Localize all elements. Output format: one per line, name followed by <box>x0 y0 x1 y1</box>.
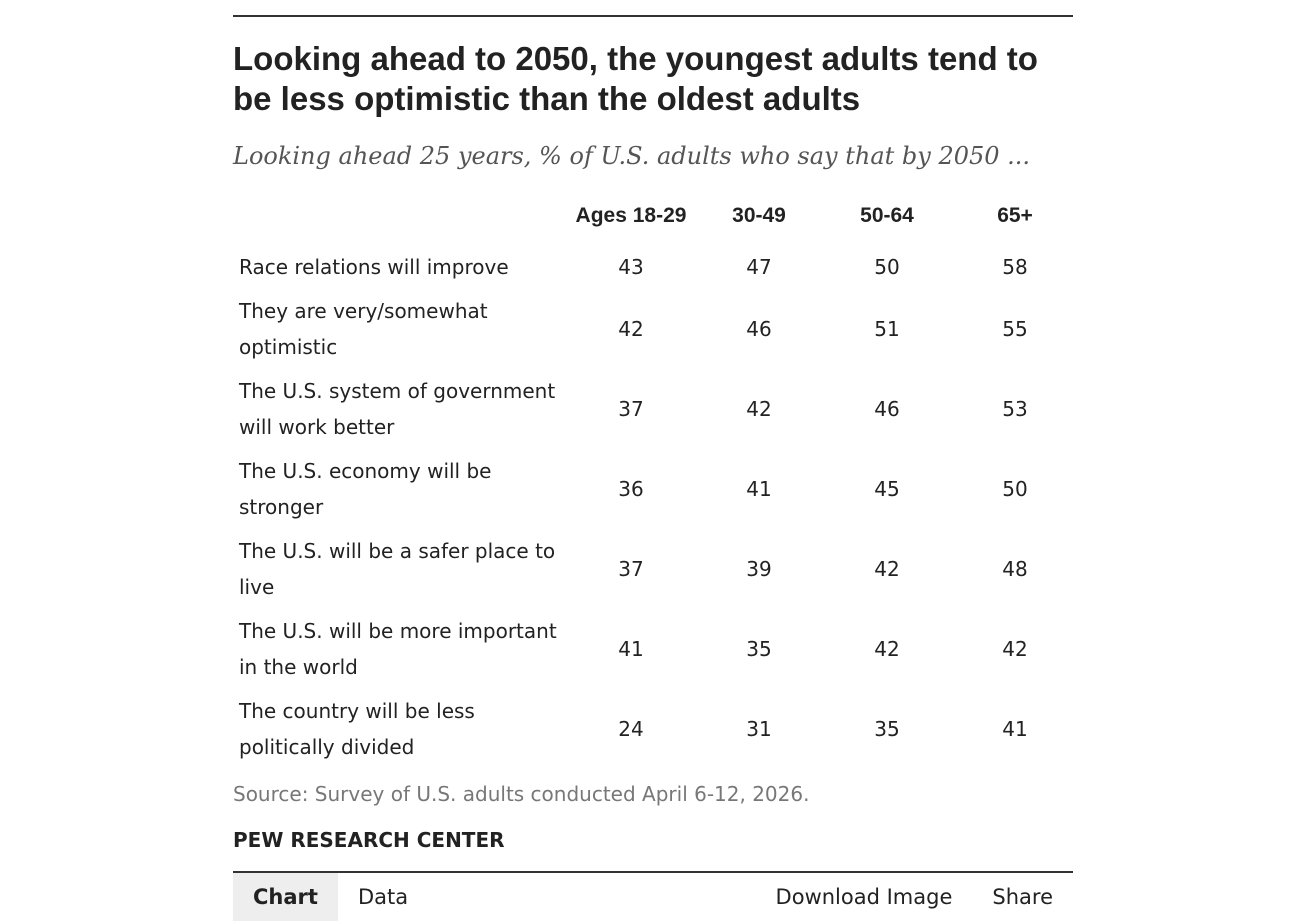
table-row: The U.S. will be a safer place to live 37… <box>233 529 1079 609</box>
cell-value: 48 <box>1002 557 1028 581</box>
tab-bar: Chart Data Download Image Share <box>233 871 1073 921</box>
cell-value: 42 <box>874 637 900 661</box>
action-button[interactable]: Share <box>992 885 1053 909</box>
column-header: 65+ <box>997 204 1033 227</box>
row-label: The U.S. will be a safer place to live <box>239 539 556 599</box>
cell-value: 39 <box>746 557 772 581</box>
corner <box>233 187 567 245</box>
table-row: They are very/somewhat optimistic 42 46 51 5… <box>233 289 1079 369</box>
source: Source: Survey of U.S. adults conducted … <box>233 782 810 806</box>
row-label: Race relations will improve <box>239 255 509 279</box>
cell-value: 45 <box>874 477 900 501</box>
row-label: They are very/somewhat optimistic <box>239 299 488 359</box>
table-row: The U.S. system of government will work … <box>233 369 1079 449</box>
header-row: Ages 18-29 30-49 50-64 65+ <box>233 187 1079 245</box>
title: Looking ahead to 2050, the youngest adul… <box>233 40 1038 117</box>
cell-value: 41 <box>618 637 644 661</box>
cell-value: 24 <box>618 717 644 741</box>
cell-value: 42 <box>746 397 772 421</box>
cell-value: 50 <box>874 255 900 279</box>
table-row: The U.S. economy will be stronger 36 41 45 5… <box>233 449 1079 529</box>
column-header: Ages 18-29 <box>575 204 687 227</box>
cell-value: 46 <box>874 397 900 421</box>
cell-value: 35 <box>874 717 900 741</box>
cell-value: 42 <box>618 317 644 341</box>
cell-value: 58 <box>1002 255 1028 279</box>
table-row: The U.S. will be more important in the w… <box>233 609 1079 689</box>
cell-value: 47 <box>746 255 772 279</box>
cell-value: 37 <box>618 397 644 421</box>
tab[interactable]: Data <box>357 885 409 909</box>
row-label: The country will be less politically div… <box>239 699 475 759</box>
top-rule <box>233 15 1073 17</box>
row-label: The U.S. economy will be stronger <box>239 459 492 519</box>
row-label: The U.S. will be more important in the w… <box>239 619 557 679</box>
widget: Looking ahead to 2050, the youngest adul… <box>233 0 1073 921</box>
cell-value: 42 <box>1002 637 1028 661</box>
cell-value: 42 <box>874 557 900 581</box>
action-button[interactable]: Download Image <box>775 885 953 909</box>
cell-value: 51 <box>874 317 900 341</box>
spacer <box>428 873 755 921</box>
tab[interactable]: Chart <box>233 873 338 921</box>
data-table: Ages 18-29 30-49 50-64 65+ Race relations w… <box>233 187 1079 769</box>
cell-value: 46 <box>746 317 772 341</box>
table-row: Race relations will improve 43 47 50 58 <box>233 245 1079 289</box>
column-header: 30-49 <box>732 204 786 227</box>
cell-value: 41 <box>746 477 772 501</box>
cell-value: 43 <box>618 255 644 279</box>
cell-value: 53 <box>1002 397 1028 421</box>
brand: PEW RESEARCH CENTER <box>233 828 505 852</box>
cell-value: 37 <box>618 557 644 581</box>
row-label: The U.S. system of government will work … <box>239 379 556 439</box>
cell-value: 35 <box>746 637 772 661</box>
cell-value: 31 <box>746 717 772 741</box>
column-header: 50-64 <box>860 204 914 227</box>
cell-value: 36 <box>618 477 644 501</box>
cell-value: 41 <box>1002 717 1028 741</box>
subtitle: Looking ahead 25 years, % of U.S. adults… <box>233 142 1031 170</box>
table-row: The country will be less politically div… <box>233 689 1079 769</box>
cell-value: 50 <box>1002 477 1028 501</box>
cell-value: 55 <box>1002 317 1028 341</box>
